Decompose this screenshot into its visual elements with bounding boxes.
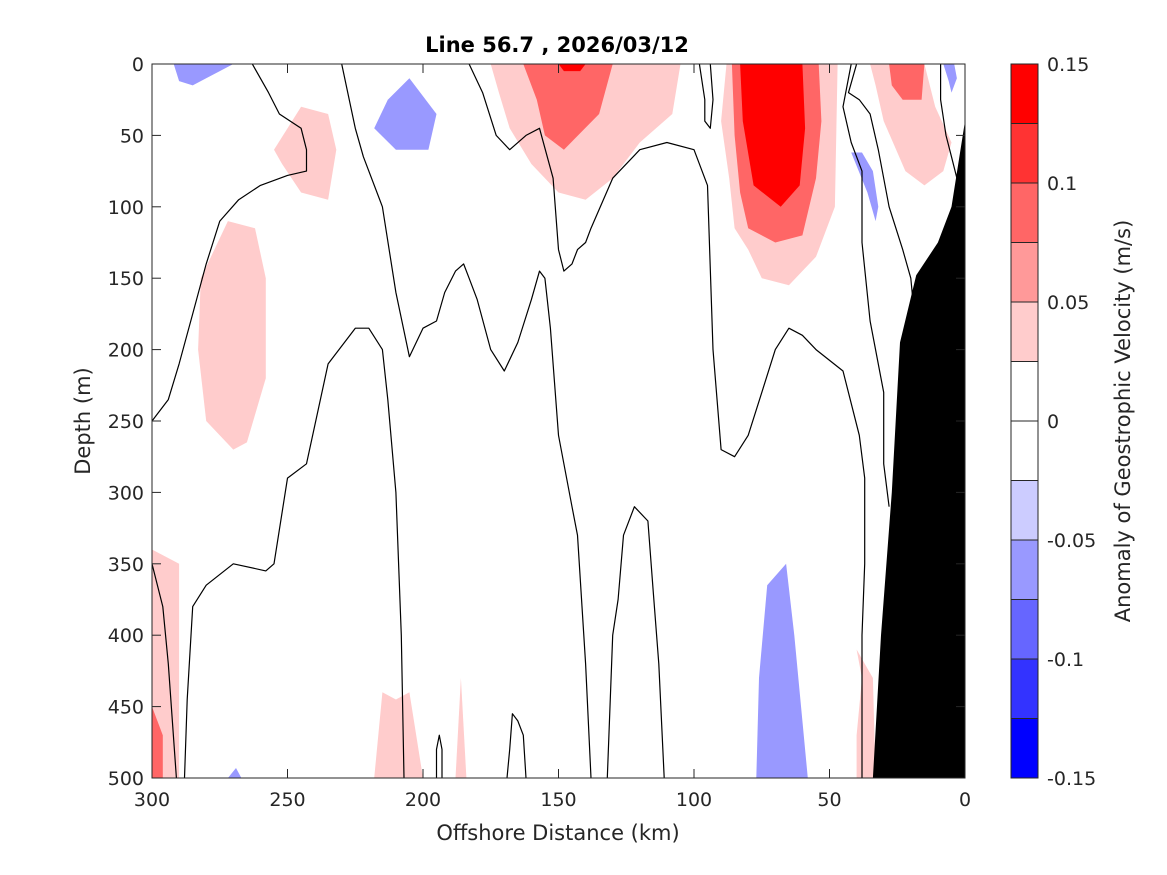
colorbar-tick-label: -0.05: [1047, 530, 1096, 552]
contour-region-10: [206, 663, 302, 778]
contour-region-12: [274, 106, 337, 200]
y-tick-label: 150: [108, 268, 144, 290]
zero-contour-line-8: [698, 64, 714, 129]
colorbar-segment-7: [1011, 302, 1038, 362]
colorbar: 0.15 0.1 0.05 0 -0.05 -0.1 -0.15: [1010, 54, 1096, 790]
y-tick-label: 350: [108, 554, 144, 576]
contour-region-11: [227, 768, 242, 778]
colorbar-frame: [1010, 63, 1039, 779]
y-axis: 0 50 100 150 200 250 300 350 400 450 500: [108, 54, 965, 790]
contour-region-15: [152, 706, 163, 778]
contour-region-17: [455, 678, 467, 778]
zero-contour-line-2: [183, 327, 405, 778]
x-tick-label: 0: [959, 789, 971, 811]
contour-region-4: [843, 128, 925, 361]
zero-contour-line-5: [506, 713, 527, 778]
contour-region-5: [851, 152, 879, 222]
zero-contour-line-9: [842, 64, 890, 507]
colorbar-label: Anomaly of Geostrophic Velocity (m/s): [1111, 220, 1135, 623]
x-tick-label: 200: [405, 789, 441, 811]
colorbar-tick-label: -0.15: [1047, 768, 1096, 790]
contour-region-20: [558, 64, 586, 72]
contour-region-27: [856, 649, 876, 778]
zero-contour-layer: [152, 64, 958, 778]
colorbar-segment-6: [1011, 361, 1038, 421]
zero-contour-line-4: [435, 734, 443, 778]
contour-region-24: [756, 64, 787, 143]
bathymetry-mask: [872, 121, 965, 778]
colorbar-segment-8: [1011, 242, 1038, 302]
x-tick-label: 300: [134, 789, 170, 811]
x-axis: 300 250 200 150 100 50 0: [134, 64, 971, 811]
colorbar-segment-0: [1011, 718, 1038, 778]
zero-contour-line-11: [939, 64, 958, 179]
x-tick-label: 100: [676, 789, 712, 811]
colorbar-segment-5: [1011, 421, 1038, 481]
contour-region-7: [943, 64, 957, 93]
contour-region-26: [889, 64, 925, 100]
y-tick-label: 50: [120, 125, 144, 147]
y-tick-label: 0: [132, 54, 144, 76]
zero-contour-line-7: [606, 506, 665, 778]
colorbar-segment-4: [1011, 480, 1038, 540]
x-tick-label: 250: [269, 789, 305, 811]
contour-region-9: [756, 563, 808, 778]
colorbar-segment-11: [1011, 64, 1038, 124]
contour-region-19: [523, 64, 613, 150]
contour-region-0: [152, 64, 315, 200]
contour-fill-layer: [152, 64, 960, 778]
colorbar-tick-label: 0.1: [1047, 173, 1077, 195]
colorbar-segment-2: [1011, 599, 1038, 659]
chart-title: Line 56.7 , 2026/03/12: [425, 33, 689, 57]
zero-contour-line-10: [847, 64, 917, 336]
zero-contour-line-1: [152, 563, 177, 778]
colorbar-segment-9: [1011, 183, 1038, 243]
zero-contour-line-0: [152, 64, 308, 422]
y-tick-label: 200: [108, 340, 144, 362]
colorbar-segment-1: [1011, 659, 1038, 719]
x-tick-label: 150: [540, 789, 576, 811]
colorbar-tick-label: 0.05: [1047, 292, 1089, 314]
contour-region-3: [374, 78, 437, 150]
x-axis-label: Offshore Distance (km): [436, 821, 679, 845]
contour-region-1: [173, 64, 234, 86]
zero-contour-line-3: [341, 64, 592, 778]
y-tick-label: 250: [108, 411, 144, 433]
colorbar-segment-10: [1011, 123, 1038, 183]
colorbar-tick-label: 0: [1047, 411, 1059, 433]
contour-region-16: [374, 692, 423, 778]
colorbar-tick-label: 0.15: [1047, 54, 1089, 76]
y-tick-label: 100: [108, 197, 144, 219]
contour-region-25: [870, 64, 952, 186]
bathymetry-layer: [872, 121, 965, 778]
y-tick-label: 500: [108, 768, 144, 790]
plot-area: 300 250 200 150 100 50 0 050100150200250300350…: [108, 54, 971, 811]
y-tick-label: 300: [108, 482, 144, 504]
y-tick-label: 450: [108, 697, 144, 719]
colorbar-tick-label: -0.1: [1047, 649, 1084, 671]
x-tick-label: 50: [817, 789, 841, 811]
zero-contour-line-6: [468, 64, 866, 778]
y-tick-label: 400: [108, 625, 144, 647]
contour-region-13: [198, 221, 266, 450]
colorbar-segment-3: [1011, 540, 1038, 600]
y-axis-label: Depth (m): [71, 367, 95, 474]
